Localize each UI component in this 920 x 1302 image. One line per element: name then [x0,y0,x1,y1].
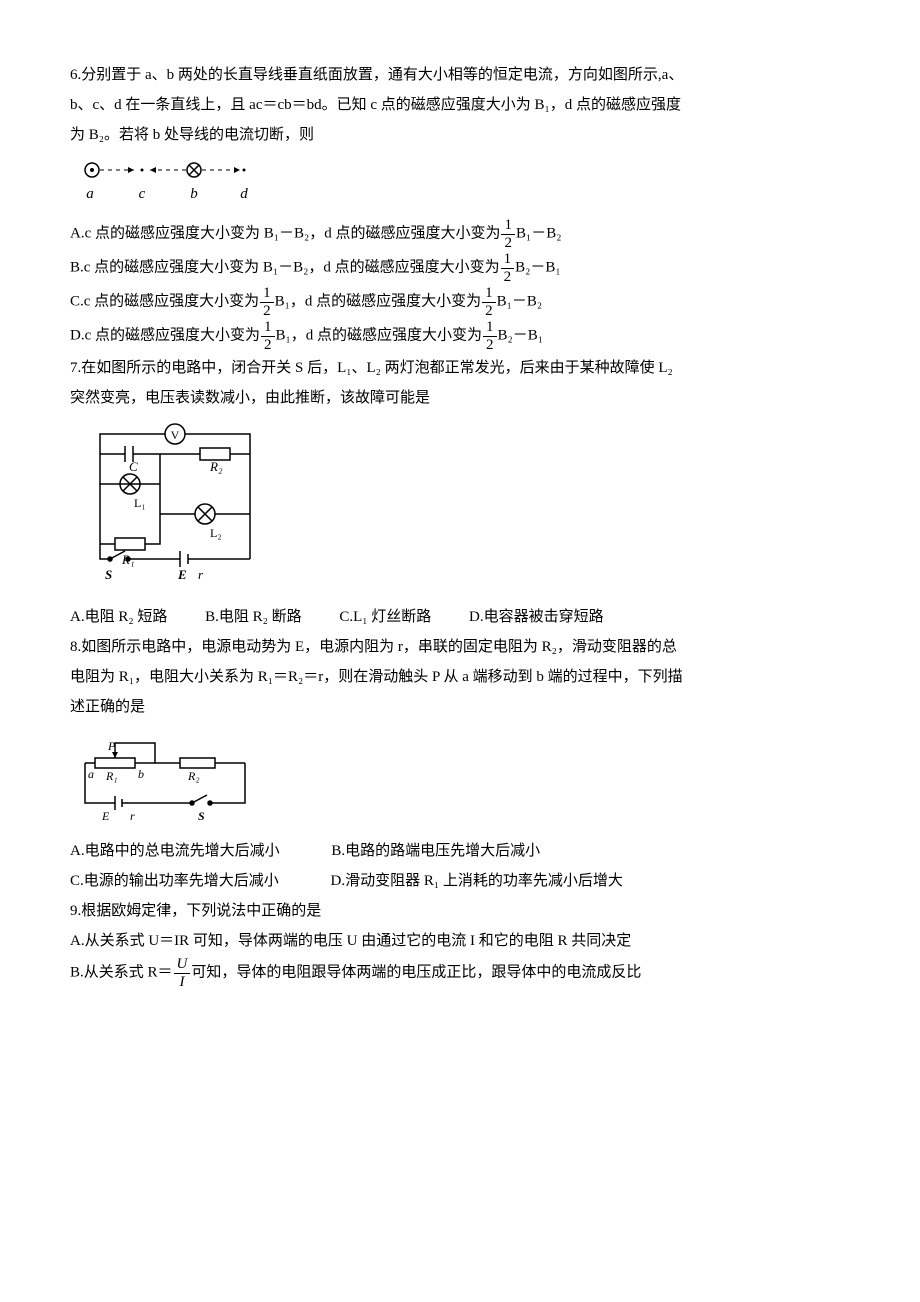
q6-a-pre: A.c 点的磁感应强度大小变为 B₁－B₂，d 点的磁感应强度大小变为 [70,225,500,241]
svg-text:a: a [88,767,94,781]
svg-text:b: b [190,186,198,202]
q9-option-b: B.从关系式 R＝UI可知，导体的电阻跟导体两端的电压成正比，跟导体中的电流成反… [70,956,850,990]
svg-text:R₂: R₂ [187,769,200,783]
q8-option-b: B.电路的路端电压先增大后减小 [331,843,540,859]
svg-text:C: C [129,459,138,474]
svg-text:E: E [101,809,110,823]
svg-text:E: E [177,567,187,582]
svg-text:r: r [198,567,204,582]
fraction: 12 [482,285,496,319]
svg-text:R₁: R₁ [105,769,118,783]
svg-text:L₂: L₂ [210,526,222,540]
q6-option-a: A.c 点的磁感应强度大小变为 B₁－B₂，d 点的磁感应强度大小变为12B₁－… [70,217,850,251]
fraction: 12 [260,285,274,319]
q8-option-c: C.电源的输出功率先增大后减小 [70,866,279,896]
q6-stem-3: 为 B₂。若将 b 处导线的电流切断，则 [70,120,850,150]
svg-text:S: S [198,809,205,823]
q6-b-pre: B.c 点的磁感应强度大小变为 B₁－B₂，d 点的磁感应强度大小变为 [70,259,500,275]
q8-option-d: D.滑动变阻器 R₁ 上消耗的功率先减小后增大 [331,873,623,889]
q8-stem-2: 电阻为 R₁，电阻大小关系为 R₁＝R₂＝r，则在滑动触头 P 从 a 端移动到… [70,662,850,692]
q6-d-pre: D.c 点的磁感应强度大小变为 [70,327,260,343]
fraction: 12 [483,319,497,353]
q7-stem-1: 7.在如图所示的电路中，闭合开关 S 后，L₁、L₂ 两灯泡都正常发光，后来由于… [70,353,850,383]
svg-text:L₁: L₁ [134,496,146,510]
q7-option-a: A.电阻 R₂ 短路 [70,602,167,632]
q6-c-mid: B₁，d 点的磁感应强度大小变为 [275,293,482,309]
q6-stem-1: 6.分别置于 a、b 两处的长直导线垂直纸面放置，通有大小相等的恒定电流，方向如… [70,60,850,90]
q8-stem-3: 述正确的是 [70,692,850,722]
svg-text:r: r [130,809,135,823]
q9-b-pre: B.从关系式 R＝ [70,964,173,980]
svg-text:a: a [86,186,94,202]
svg-text:P: P [107,739,116,753]
q7-stem-2: 突然变亮，电压表读数减小，由此推断，该故障可能是 [70,383,850,413]
q7-diagram: V C L₁ L₂ R₂ R₁ S E r [70,419,850,600]
q6-stem-2: b、c、d 在一条直线上，且 ac＝cb＝bd。已知 c 点的磁感应强度大小为 … [70,90,850,120]
q8-stem-1: 8.如图所示电路中，电源电动势为 E，电源内阻为 r，串联的固定电阻为 R₂，滑… [70,632,850,662]
svg-text:R₁: R₁ [121,552,134,567]
q7-option-c: C.L₁ 灯丝断路 [339,602,431,632]
svg-text:b: b [138,767,144,781]
q6-c-post: B₁－B₂ [497,293,542,309]
q6-d-post: B₂－B₁ [498,327,543,343]
svg-text:S: S [105,567,112,582]
q6-option-c: C.c 点的磁感应强度大小变为12B₁，d 点的磁感应强度大小变为12B₁－B₂ [70,285,850,319]
fraction: 12 [501,217,515,251]
q6-b-post: B₂－B₁ [515,259,560,275]
q7-option-d: D.电容器被击穿短路 [469,602,604,632]
fraction: 12 [501,251,515,285]
q6-c-pre: C.c 点的磁感应强度大小变为 [70,293,259,309]
fraction: UI [174,956,191,990]
svg-text:R₂: R₂ [209,459,223,474]
q6-option-b: B.c 点的磁感应强度大小变为 B₁－B₂，d 点的磁感应强度大小变为12B₂－… [70,251,850,285]
q9-b-post: 可知，导体的电阻跟导体两端的电压成正比，跟导体中的电流成反比 [191,964,641,980]
svg-text:c: c [139,186,146,202]
q8-option-a: A.电路中的总电流先增大后减小 [70,836,280,866]
svg-text:d: d [240,186,248,202]
q6-option-d: D.c 点的磁感应强度大小变为12B₁，d 点的磁感应强度大小变为12B₂－B₁ [70,319,850,353]
fraction: 12 [261,319,275,353]
q6-d-mid: B₁，d 点的磁感应强度大小变为 [276,327,483,343]
q8-diagram: P a b R₁ R₂ E r S [70,728,850,834]
q7-option-b: B.电阻 R₂ 断路 [205,602,302,632]
q6-a-post: B₁－B₂ [516,225,561,241]
q9-option-a: A.从关系式 U＝IR 可知，导体两端的电压 U 由通过它的电流 I 和它的电阻… [70,926,850,956]
q9-stem: 9.根据欧姆定律，下列说法中正确的是 [70,896,850,926]
q7-options: A.电阻 R₂ 短路 B.电阻 R₂ 断路 C.L₁ 灯丝断路 D.电容器被击穿… [70,602,850,632]
svg-text:V: V [171,428,180,442]
q8-options-row1: A.电路中的总电流先增大后减小 B.电路的路端电压先增大后减小 [70,836,850,866]
q6-diagram: a c b d [70,156,850,215]
q8-options-row2: C.电源的输出功率先增大后减小 D.滑动变阻器 R₁ 上消耗的功率先减小后增大 [70,866,850,896]
